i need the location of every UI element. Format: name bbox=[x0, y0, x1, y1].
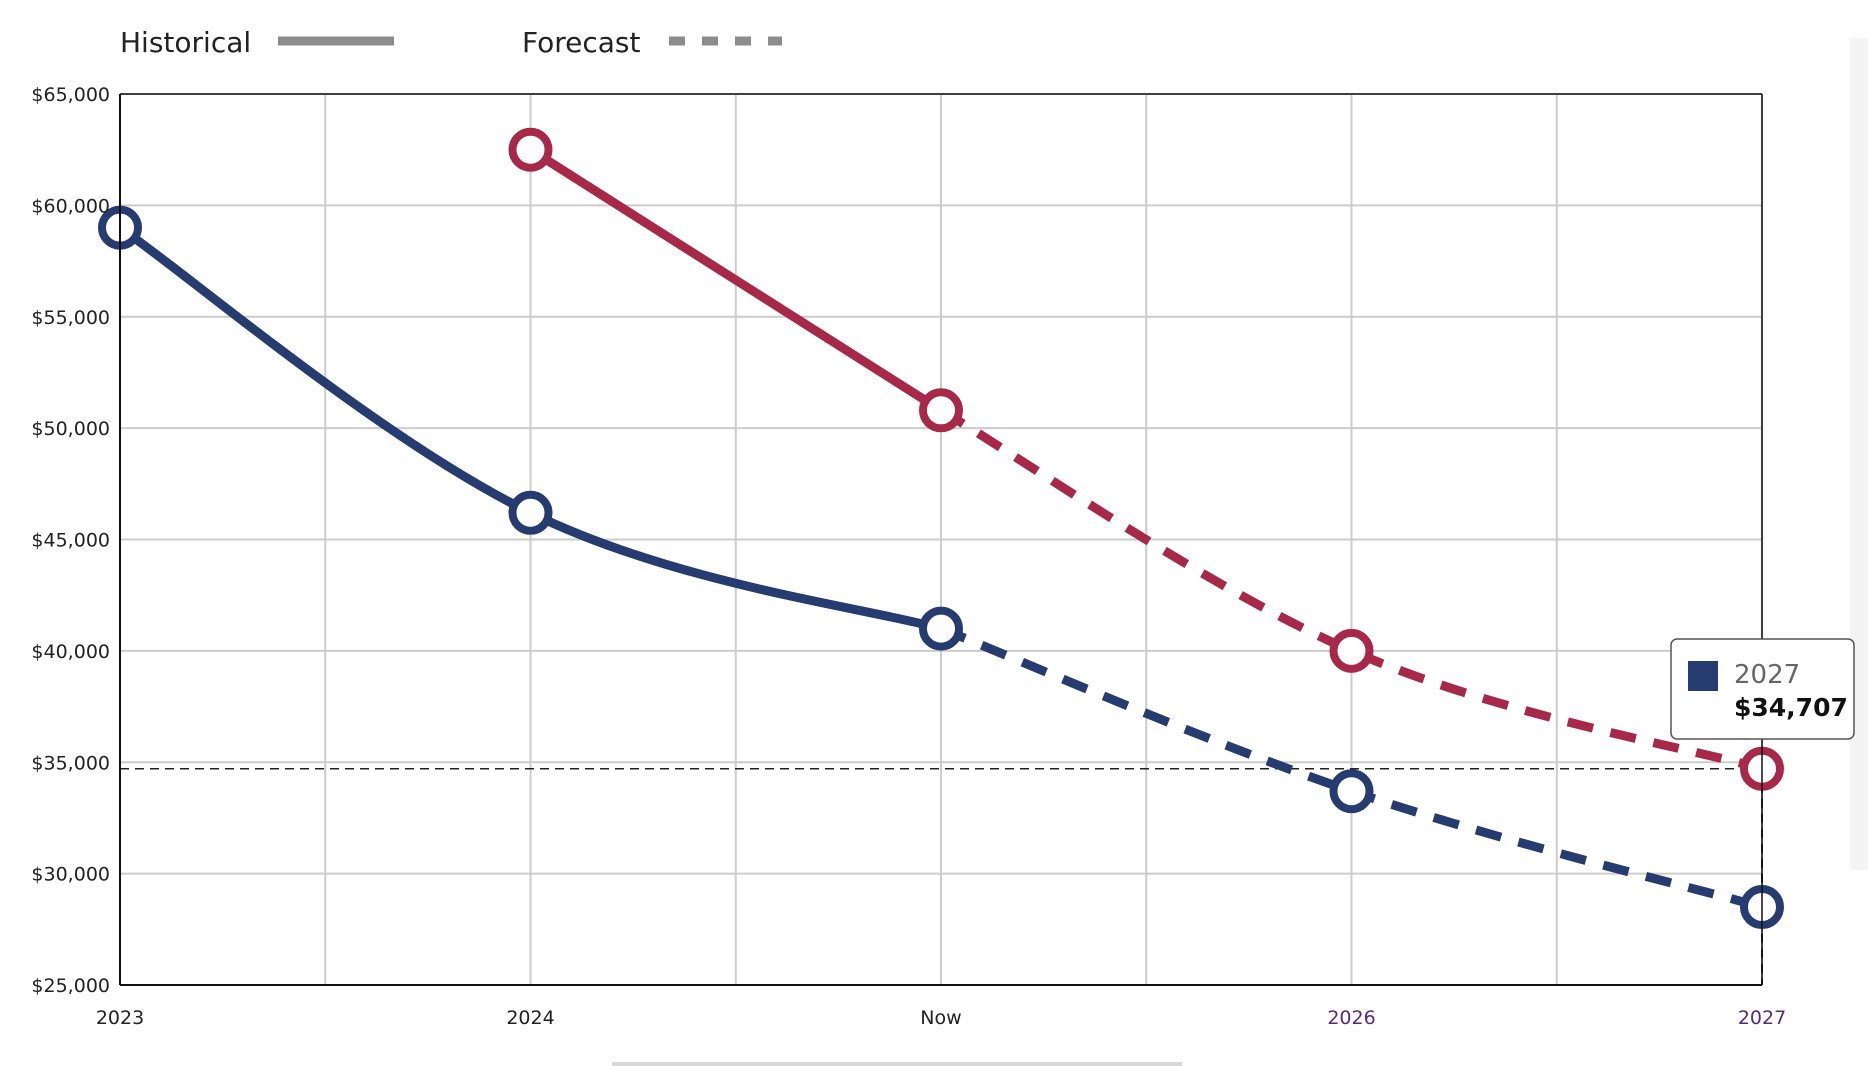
axes bbox=[119, 93, 1763, 986]
x-tick-label: 2024 bbox=[506, 1007, 554, 1029]
y-tick-label: $40,000 bbox=[31, 641, 110, 663]
x-tick-label: 2023 bbox=[96, 1007, 144, 1029]
tooltip-year: 2027 bbox=[1734, 660, 1800, 690]
y-tick-label: $30,000 bbox=[31, 864, 110, 886]
grid bbox=[119, 93, 1763, 986]
data-point bbox=[508, 127, 553, 172]
y-tick-label: $25,000 bbox=[31, 975, 110, 997]
series-line-forecast bbox=[938, 406, 1764, 774]
y-tick-label: $35,000 bbox=[31, 752, 110, 774]
data-point bbox=[919, 388, 963, 433]
data-point bbox=[1329, 769, 1374, 814]
x-tick-label: Now bbox=[920, 1007, 961, 1029]
y-tick-label: $65,000 bbox=[31, 84, 110, 106]
y-tick-label: $55,000 bbox=[31, 307, 110, 329]
data-point bbox=[919, 606, 963, 651]
y-tick-label: $45,000 bbox=[31, 530, 110, 552]
tooltip-series-swatch bbox=[1688, 661, 1718, 691]
legend: Historical Forecast bbox=[120, 26, 782, 59]
series-line-historical bbox=[526, 145, 946, 415]
x-tick-label: 2026 bbox=[1327, 1007, 1375, 1029]
data-point bbox=[1329, 628, 1374, 673]
legend-forecast-label: Forecast bbox=[522, 26, 641, 59]
horizontal-scrollbar[interactable] bbox=[612, 1062, 1182, 1066]
tooltip: 2027 $34,707 bbox=[1670, 638, 1855, 740]
x-axis-ticks: 2023 2024 Now 2026 2027 bbox=[96, 1007, 1786, 1029]
x-tick-label: 2027 bbox=[1738, 1007, 1786, 1029]
legend-historical-label: Historical bbox=[120, 26, 251, 59]
tooltip-value: $34,707 bbox=[1734, 693, 1848, 722]
y-tick-label: $50,000 bbox=[31, 418, 110, 440]
data-point bbox=[508, 490, 553, 535]
y-axis-ticks: $25,000 $30,000 $35,000 $40,000 $45,000 $50,0… bbox=[31, 84, 110, 997]
y-tick-label: $60,000 bbox=[31, 195, 110, 217]
